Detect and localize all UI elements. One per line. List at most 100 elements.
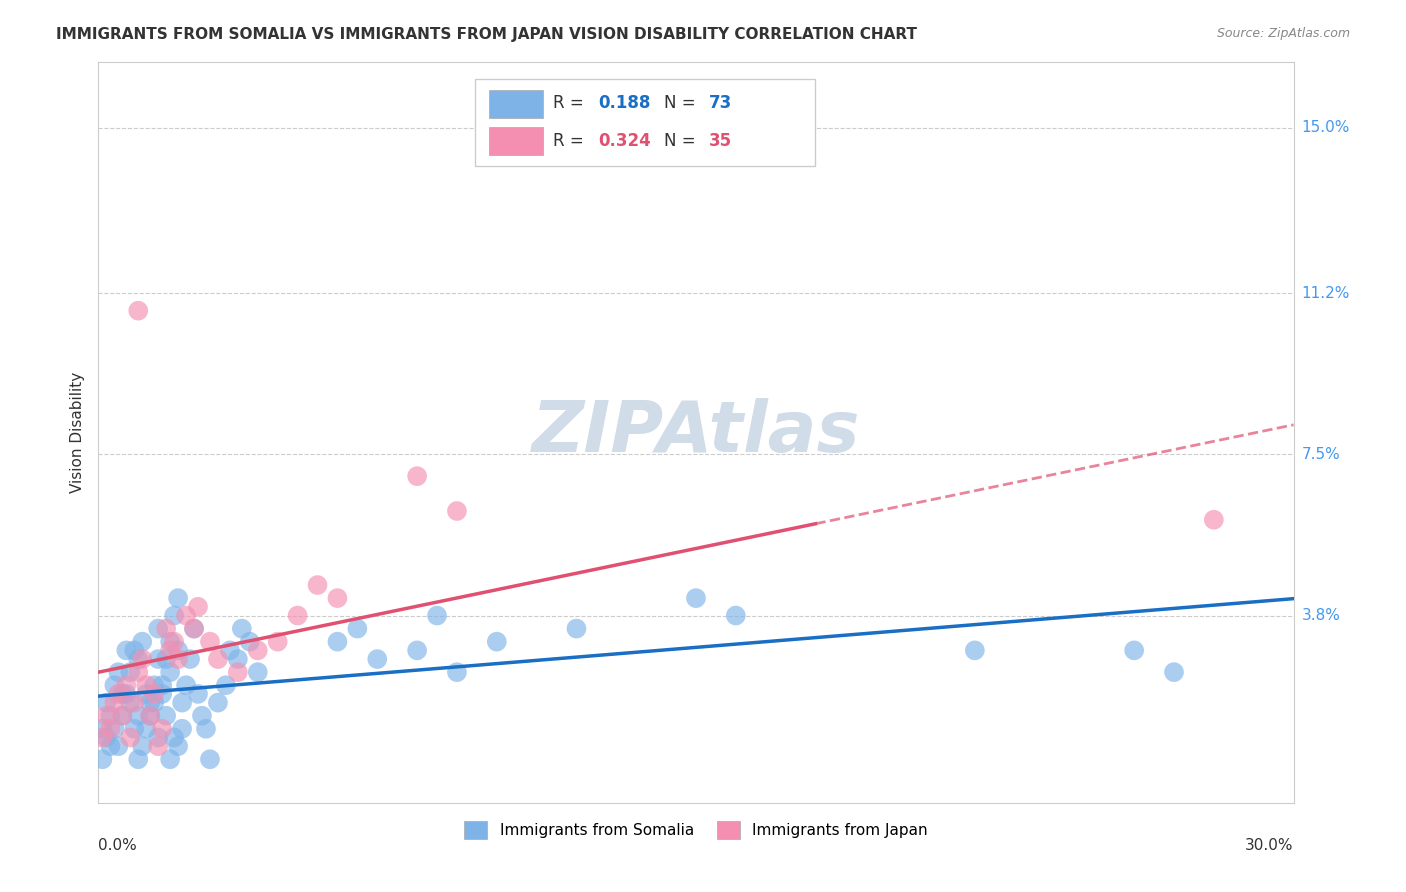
Point — [198, 752, 221, 766]
Point — [246, 665, 269, 680]
Point — [159, 752, 181, 766]
Point — [406, 469, 429, 483]
FancyBboxPatch shape — [489, 90, 543, 118]
Point — [143, 678, 166, 692]
Point — [963, 643, 986, 657]
Point — [96, 708, 118, 723]
Point — [115, 687, 138, 701]
Text: ZIPAtlas: ZIPAtlas — [531, 398, 860, 467]
Text: 30.0%: 30.0% — [1246, 838, 1294, 853]
Point — [215, 678, 238, 692]
Text: 35: 35 — [709, 132, 733, 150]
Point — [91, 731, 114, 745]
Point — [127, 665, 149, 680]
Text: 0.188: 0.188 — [598, 95, 651, 112]
Point — [179, 652, 201, 666]
Point — [207, 696, 229, 710]
Point — [174, 608, 197, 623]
Point — [183, 622, 205, 636]
Point — [159, 634, 181, 648]
Point — [135, 678, 157, 692]
Text: 3.8%: 3.8% — [1302, 608, 1340, 623]
Point — [143, 696, 166, 710]
Point — [155, 622, 177, 636]
Point — [246, 643, 269, 657]
Point — [231, 622, 253, 636]
Point — [724, 608, 747, 623]
Point — [307, 578, 329, 592]
Point — [287, 608, 309, 623]
Point — [143, 687, 166, 701]
Point — [124, 643, 146, 657]
Point — [150, 722, 173, 736]
Point — [183, 622, 205, 636]
Point — [187, 599, 209, 614]
Point — [1123, 643, 1146, 657]
Point — [239, 634, 262, 648]
Point — [91, 722, 114, 736]
FancyBboxPatch shape — [475, 78, 815, 166]
Point — [406, 643, 429, 657]
Point — [139, 696, 162, 710]
Text: 73: 73 — [709, 95, 733, 112]
Point — [167, 591, 190, 606]
Text: R =: R = — [553, 132, 589, 150]
Point — [187, 687, 209, 701]
Point — [127, 303, 149, 318]
Point — [103, 722, 125, 736]
Point — [267, 634, 290, 648]
Point — [167, 652, 190, 666]
Point — [155, 652, 177, 666]
Point — [1163, 665, 1185, 680]
Point — [120, 665, 142, 680]
Point — [135, 687, 157, 701]
Point — [148, 731, 170, 745]
Point — [195, 722, 218, 736]
Point — [139, 708, 162, 723]
Point — [148, 622, 170, 636]
Point — [127, 652, 149, 666]
Point — [207, 652, 229, 666]
Text: 11.2%: 11.2% — [1302, 285, 1350, 301]
FancyBboxPatch shape — [489, 127, 543, 155]
Point — [191, 708, 214, 723]
Point — [98, 739, 122, 754]
Point — [366, 652, 388, 666]
Point — [107, 739, 129, 754]
Point — [346, 622, 368, 636]
Point — [124, 696, 146, 710]
Text: 7.5%: 7.5% — [1302, 447, 1340, 462]
Point — [150, 678, 173, 692]
Text: Source: ZipAtlas.com: Source: ZipAtlas.com — [1216, 27, 1350, 40]
Point — [172, 722, 194, 736]
Point — [127, 752, 149, 766]
Point — [219, 643, 242, 657]
Point — [685, 591, 707, 606]
Point — [135, 722, 157, 736]
Text: N =: N = — [664, 132, 700, 150]
Point — [131, 634, 153, 648]
Point — [326, 591, 349, 606]
Text: 15.0%: 15.0% — [1302, 120, 1350, 136]
Point — [124, 722, 146, 736]
Text: IMMIGRANTS FROM SOMALIA VS IMMIGRANTS FROM JAPAN VISION DISABILITY CORRELATION C: IMMIGRANTS FROM SOMALIA VS IMMIGRANTS FR… — [56, 27, 917, 42]
Point — [107, 665, 129, 680]
Point — [150, 687, 173, 701]
Point — [226, 652, 249, 666]
Text: N =: N = — [664, 95, 700, 112]
Point — [159, 665, 181, 680]
Point — [163, 731, 186, 745]
Point — [111, 708, 134, 723]
Point — [148, 739, 170, 754]
Point — [115, 678, 138, 692]
Point — [1202, 513, 1225, 527]
Point — [96, 696, 118, 710]
Point — [139, 708, 162, 723]
Point — [446, 504, 468, 518]
Point — [565, 622, 588, 636]
Point — [172, 696, 194, 710]
Point — [127, 708, 149, 723]
Point — [103, 696, 125, 710]
Point — [163, 634, 186, 648]
Point — [167, 643, 190, 657]
